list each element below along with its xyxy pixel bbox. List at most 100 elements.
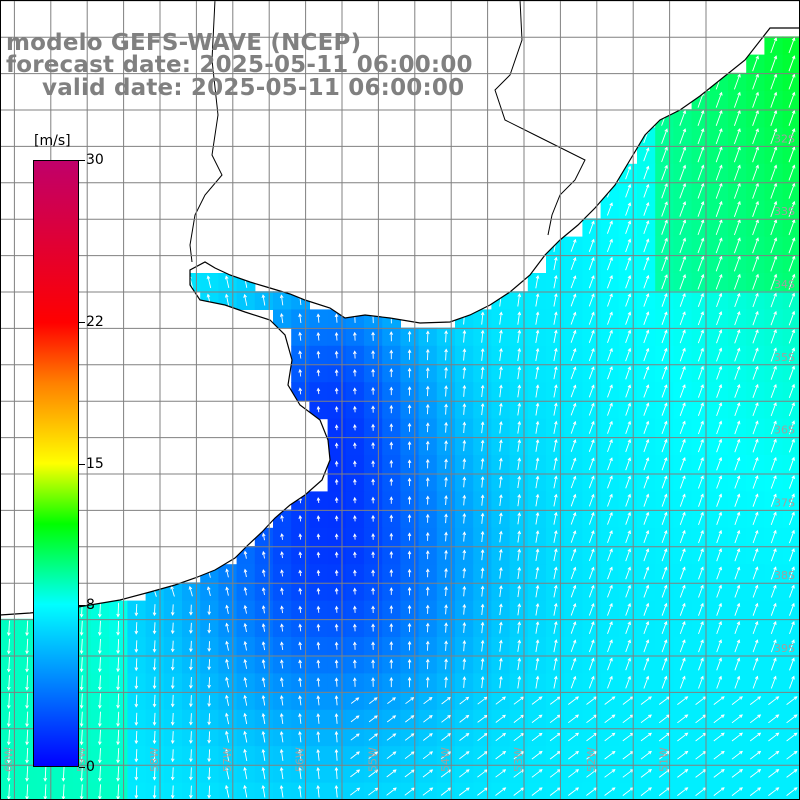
- wind-arrow: [698, 548, 704, 562]
- wind-arrow: [697, 128, 705, 145]
- wind-arrow: [279, 784, 284, 798]
- wind-arrow: [407, 604, 412, 614]
- wind-arrow: [116, 639, 120, 655]
- wind-arrow: [734, 493, 741, 507]
- wind-arrow: [116, 693, 120, 709]
- wind-arrow: [607, 347, 613, 362]
- wind-arrow: [716, 657, 722, 671]
- wind-arrow: [207, 677, 211, 689]
- wind-arrow: [334, 569, 339, 577]
- wind-arrow: [607, 457, 613, 471]
- wind-arrow: [679, 548, 686, 562]
- wind-arrow: [480, 530, 485, 543]
- wind-arrow: [734, 548, 741, 562]
- wind-arrow: [786, 750, 798, 760]
- wind-arrow: [588, 439, 595, 452]
- wind-arrow: [371, 659, 375, 669]
- wind-arrow: [625, 530, 631, 544]
- wind-arrow: [440, 751, 452, 760]
- wind-arrow: [531, 714, 543, 723]
- wind-arrow: [243, 784, 248, 798]
- wind-arrow: [405, 697, 415, 705]
- wind-arrow: [189, 676, 193, 689]
- latitude-label: 33S: [774, 205, 795, 218]
- wind-arrow: [788, 511, 795, 526]
- wind-arrow: [625, 220, 632, 234]
- wind-arrow: [389, 478, 394, 486]
- wind-arrow: [298, 766, 302, 780]
- wind-arrow: [225, 586, 229, 596]
- wind-arrow: [625, 384, 632, 398]
- wind-arrow: [243, 712, 248, 725]
- wind-arrow: [661, 530, 668, 544]
- wind-arrow: [661, 639, 668, 653]
- wind-arrow: [553, 274, 558, 289]
- wind-arrow: [768, 732, 780, 742]
- longitude-label: 57W: [221, 747, 234, 772]
- wind-arrow: [553, 256, 558, 271]
- wind-arrow: [734, 456, 741, 471]
- wind-arrow: [768, 750, 780, 760]
- wind-arrow: [371, 423, 375, 431]
- wind-arrow: [368, 751, 379, 759]
- wind-arrow: [462, 366, 467, 379]
- wind-arrow: [499, 512, 503, 525]
- wind-arrow: [788, 164, 796, 181]
- wind-arrow: [225, 712, 230, 725]
- wind-arrow: [588, 220, 595, 234]
- wind-arrow: [444, 513, 448, 524]
- wind-arrow: [643, 475, 650, 489]
- wind-arrow: [661, 511, 668, 525]
- wind-arrow: [716, 548, 723, 562]
- wind-arrow: [425, 495, 430, 505]
- wind-arrow: [679, 146, 687, 163]
- wind-arrow: [731, 732, 743, 742]
- wind-arrow: [535, 311, 540, 325]
- wind-arrow: [261, 641, 266, 651]
- valid-date: valid date: 2025-05-11 06:00:00: [42, 75, 465, 101]
- wind-arrow: [643, 621, 650, 635]
- wind-arrow: [770, 548, 777, 562]
- wind-arrow: [770, 529, 777, 544]
- land-mask: [0, 0, 800, 616]
- colorbar-unit: [m/s]: [34, 133, 71, 149]
- wind-arrow: [280, 569, 284, 577]
- wind-arrow: [134, 712, 139, 726]
- wind-arrow: [770, 402, 777, 417]
- wind-arrow: [499, 621, 503, 634]
- wind-arrow: [770, 657, 777, 671]
- wind-arrow: [643, 602, 650, 616]
- wind-arrow: [588, 366, 595, 380]
- wind-arrow: [134, 603, 139, 617]
- wind-arrow: [517, 329, 522, 343]
- wind-arrow: [207, 659, 211, 671]
- wind-arrow: [679, 657, 686, 671]
- wind-arrow: [261, 532, 266, 541]
- colorbar-tick-mark: [79, 605, 85, 607]
- wind-arrow: [371, 350, 375, 359]
- wind-arrow: [661, 311, 668, 325]
- wind-arrow: [389, 659, 394, 669]
- wind-arrow: [207, 641, 211, 652]
- wind-arrow: [170, 785, 175, 799]
- wind-arrow: [350, 769, 361, 778]
- wind-arrow: [499, 494, 503, 506]
- wind-arrow: [334, 442, 339, 449]
- wind-arrow: [788, 55, 796, 72]
- wind-arrow: [116, 711, 120, 727]
- wind-arrow: [495, 696, 506, 705]
- wind-arrow: [480, 384, 485, 398]
- wind-arrow: [444, 440, 448, 451]
- wind-arrow: [425, 440, 430, 451]
- wind-arrow: [6, 675, 11, 691]
- wind-arrow: [517, 530, 522, 543]
- wind-arrow: [607, 548, 613, 562]
- wind-arrow: [352, 331, 357, 341]
- wind-arrow: [768, 714, 780, 724]
- wind-arrow: [588, 329, 595, 343]
- wind-arrow: [788, 37, 796, 54]
- wind-arrow: [770, 365, 777, 380]
- wind-arrow: [499, 475, 503, 488]
- wind-arrow: [97, 602, 102, 618]
- wind-arrow: [170, 731, 175, 745]
